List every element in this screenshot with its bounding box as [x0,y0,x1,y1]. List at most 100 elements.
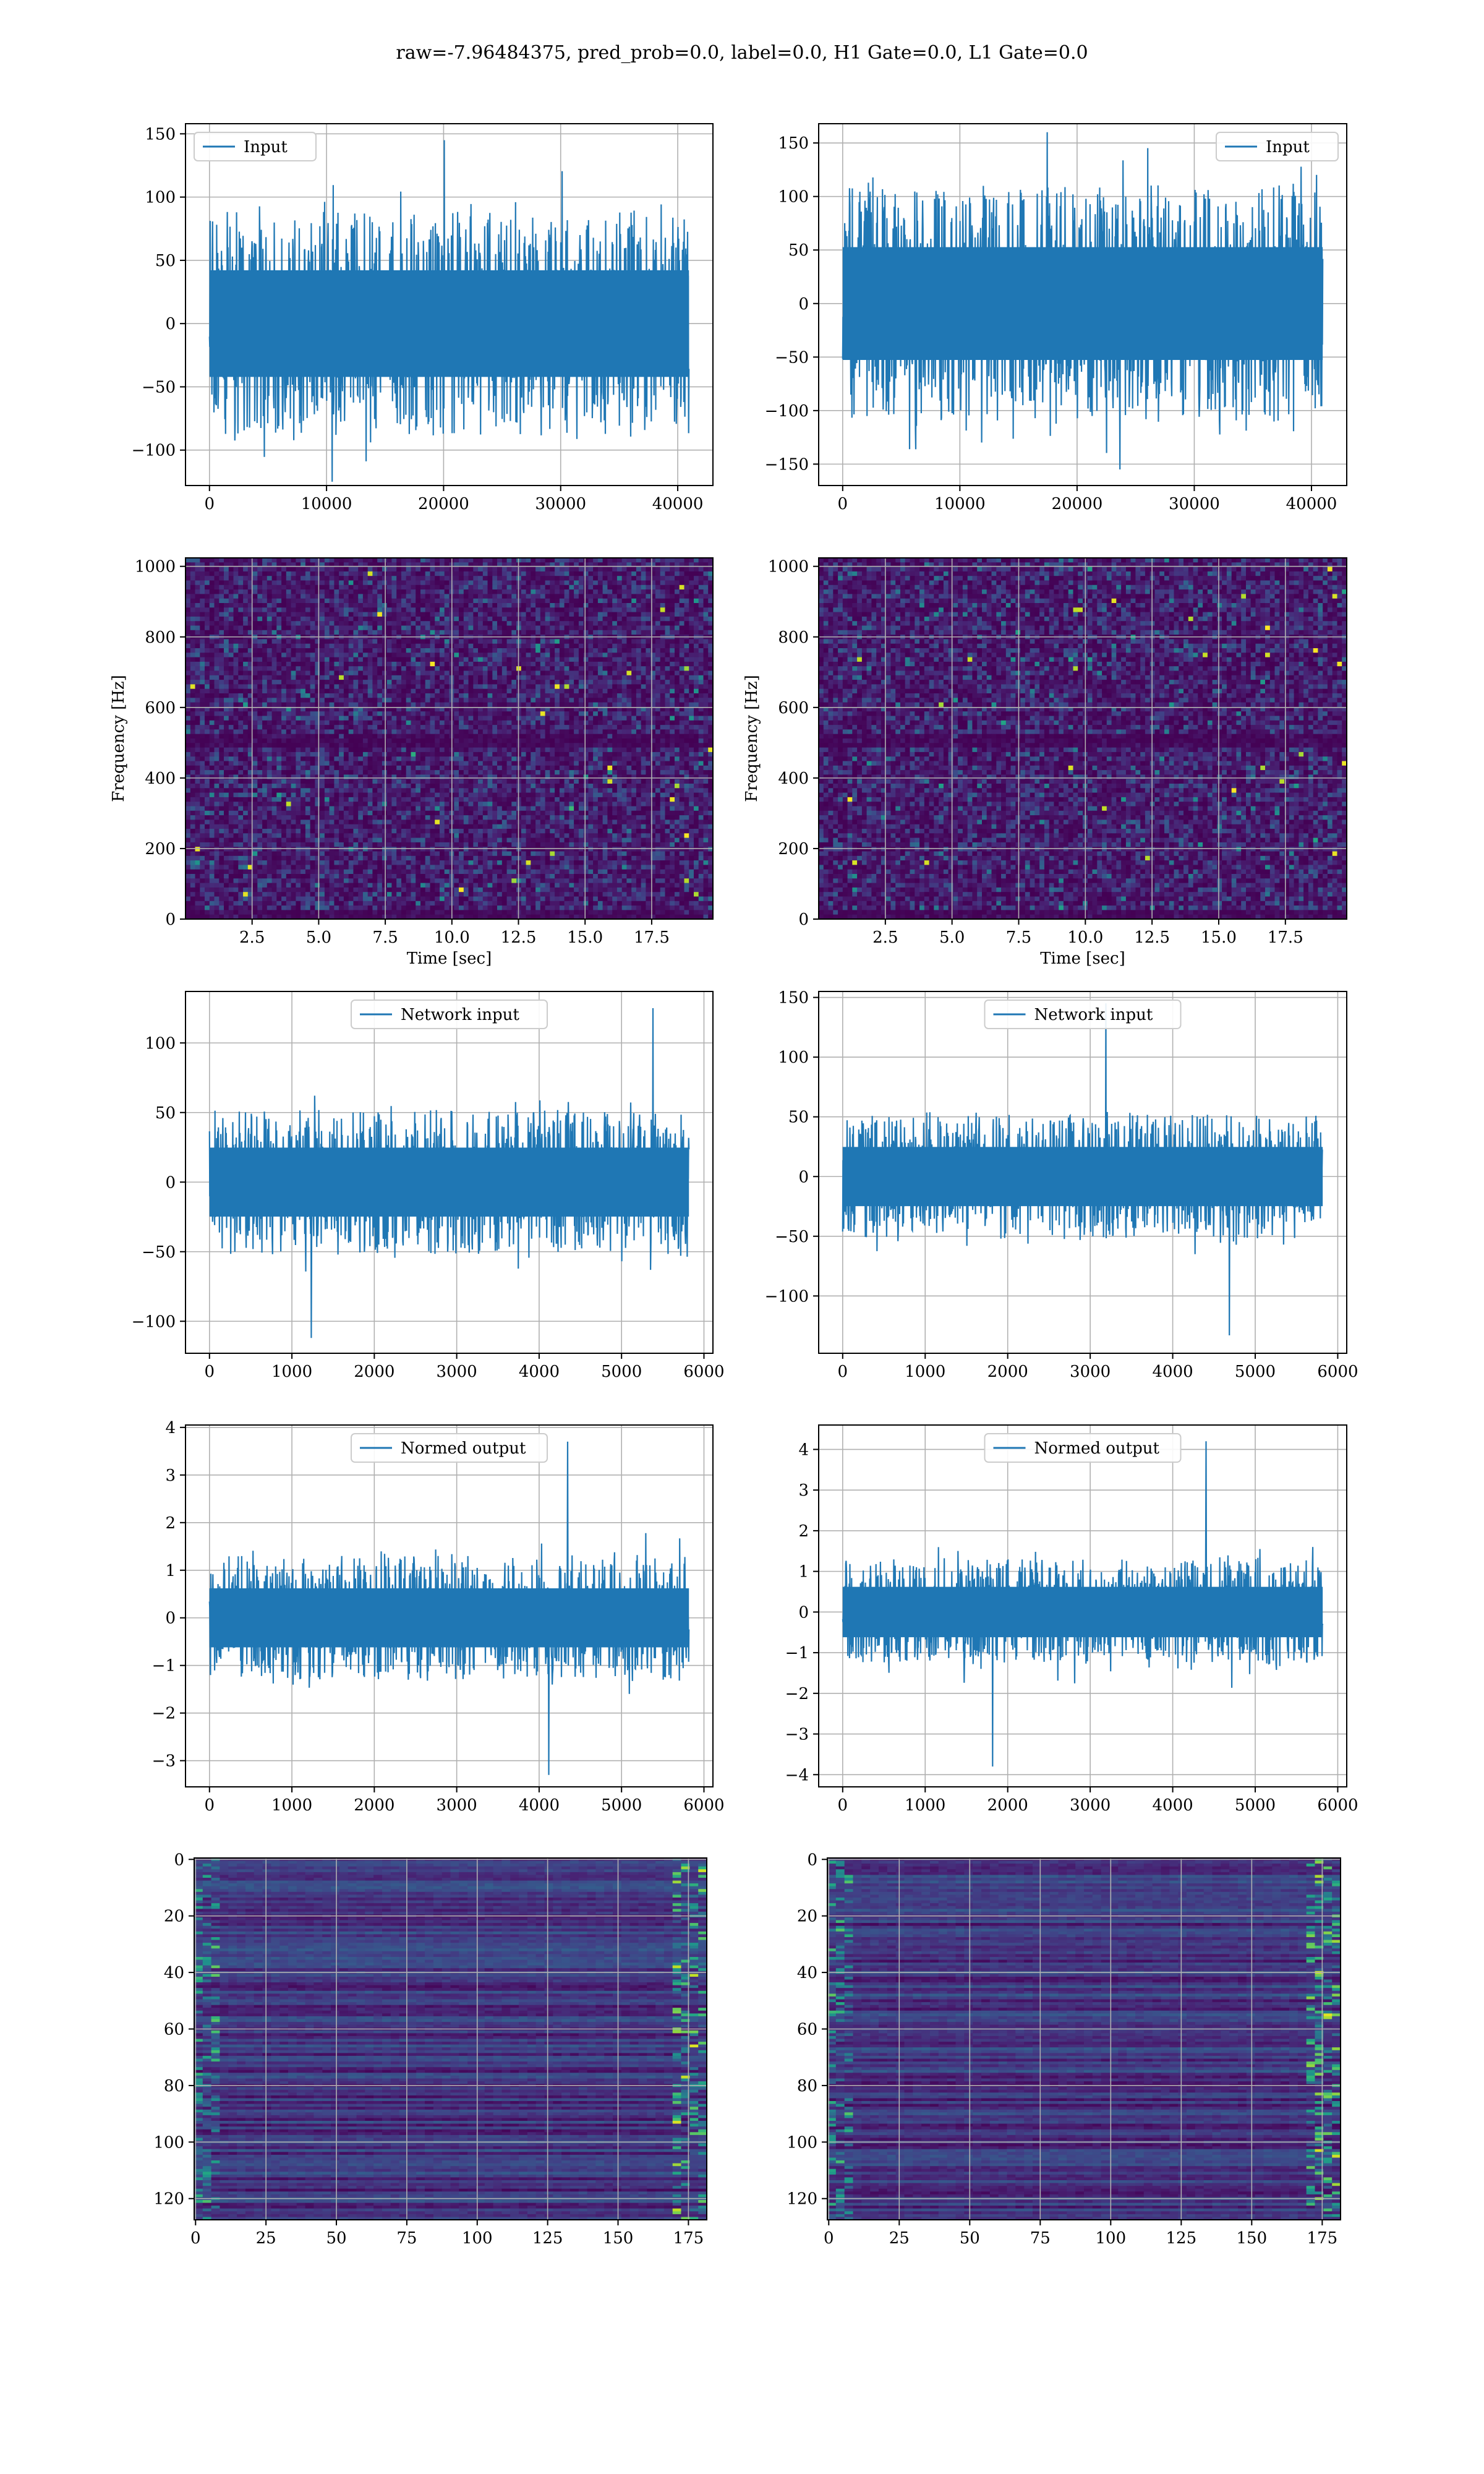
heatmap-cell [550,666,555,671]
heatmap-cell [320,684,325,689]
heatmap-cell [593,684,598,689]
heatmap-cell [186,729,190,734]
heatmap-cell [420,675,425,680]
heatmap-cell [358,653,363,657]
heatmap-cell [631,675,636,680]
heatmap-cell [435,729,440,734]
heatmap-cell [368,721,373,726]
heatmap-cell [416,599,420,604]
heatmap-cell [291,684,296,689]
heatmap-cell [483,734,488,739]
heatmap-cell [396,626,401,631]
heatmap-cell [353,734,358,739]
heatmap-cell [262,680,267,685]
heatmap-cell [334,594,339,599]
heatmap-cell [584,576,589,581]
heatmap-cell [545,662,550,667]
heatmap-cell [560,662,565,667]
heatmap-cell [315,617,320,622]
heatmap-cell [219,571,224,576]
heatmap-cell [545,693,550,698]
heatmap-cell [680,621,684,626]
heatmap-cell [675,626,680,631]
heatmap-cell [699,671,704,676]
heatmap-cell [464,648,469,653]
heatmap-cell [584,711,589,716]
heatmap-cell [612,666,617,671]
heatmap-cell [195,607,200,612]
heatmap-cell [195,734,200,739]
heatmap-cell [507,581,512,586]
heatmap-cell [267,630,272,635]
heatmap-cell [540,721,545,726]
heatmap-cell [440,729,445,734]
heatmap-cell [565,621,569,626]
heatmap-cell [469,698,474,703]
heatmap-cell [310,585,315,590]
heatmap-cell [406,594,411,599]
heatmap-cell [238,648,243,653]
heatmap-cell [469,680,474,685]
heatmap-cell [675,567,680,572]
heatmap-cell [488,734,493,739]
heatmap-cell [406,689,411,694]
heatmap-cell [473,639,478,644]
heatmap-cell [560,644,565,649]
heatmap-cell [588,653,593,657]
heatmap-cell [603,617,608,622]
heatmap-cell [593,657,598,662]
heatmap-cell [626,594,631,599]
heatmap-cell [401,576,406,581]
heatmap-cell [420,653,425,657]
heatmap-cell [281,621,286,626]
heatmap-cell [358,711,363,716]
heatmap-cell [425,594,430,599]
heatmap-cell [358,693,363,698]
heatmap-cell [257,603,262,608]
heatmap-cell [622,725,627,730]
heatmap-cell [391,612,396,617]
heatmap-cell [670,680,675,685]
heatmap-cell [636,644,641,649]
heatmap-cell [665,684,670,689]
heatmap-cell [593,626,598,631]
heatmap-cell [391,693,396,698]
heatmap-cell [286,680,291,685]
heatmap-cell [565,626,569,631]
heatmap-cell [617,558,622,563]
heatmap-cell [224,607,229,612]
heatmap-cell [435,684,440,689]
heatmap-cell [560,657,565,662]
heatmap-cell [665,725,670,730]
heatmap-cell [310,729,315,734]
heatmap-cell [641,639,646,644]
x-tick-label: 30000 [1169,495,1220,513]
heatmap-cell [349,603,354,608]
heatmap-cell [416,671,420,676]
heatmap-cell [665,589,670,594]
heatmap-cell [210,576,215,581]
heatmap-cell [689,729,694,734]
heatmap-cell [535,589,540,594]
heatmap-cell [675,680,680,685]
heatmap-cell [521,675,526,680]
heatmap-cell [267,558,272,563]
heatmap-cell [454,612,459,617]
heatmap-cell [655,558,660,563]
heatmap-cell [704,607,709,612]
heatmap-cell [454,703,459,708]
heatmap-cell [445,639,450,644]
heatmap-cell [521,567,526,572]
heatmap-cell [368,558,373,563]
heatmap-cell [224,725,229,730]
heatmap-cell [626,657,631,662]
heatmap-cell [560,581,565,586]
heatmap-cell [694,626,699,631]
heatmap-cell [665,666,670,671]
heatmap-cell [574,703,579,708]
heatmap-cell [464,666,469,671]
heatmap-cell [382,684,387,689]
heatmap-cell [200,648,205,653]
heatmap-cell [243,567,248,572]
heatmap-cell [593,711,598,716]
